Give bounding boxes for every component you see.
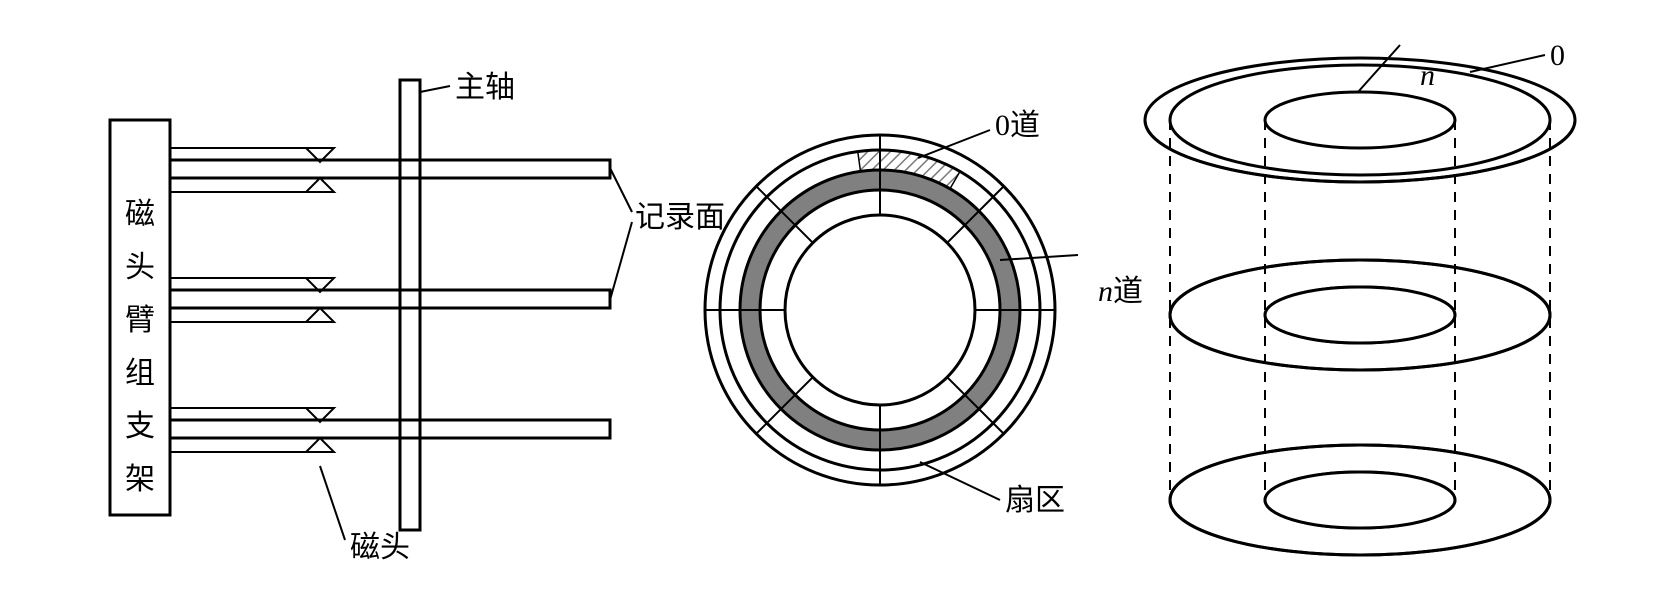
- label-bracket: 磁头臂组支架: [118, 180, 162, 507]
- label-sector: 扇区: [1005, 483, 1065, 519]
- label-cyl-0: 0: [1550, 38, 1565, 74]
- label-cyl-n: n: [1405, 22, 1435, 94]
- label-head: 磁头: [350, 530, 410, 566]
- label-trackn: n道: [1083, 238, 1143, 310]
- label-spindle: 主轴: [455, 70, 515, 106]
- diagram-canvas: 磁头臂组支架 主轴 记录面 磁头 0道 n道 扇区 n 0: [0, 0, 1659, 596]
- label-surface: 记录面: [635, 200, 725, 236]
- label-track0: 0道: [995, 108, 1040, 144]
- italic-n: n: [1098, 275, 1113, 308]
